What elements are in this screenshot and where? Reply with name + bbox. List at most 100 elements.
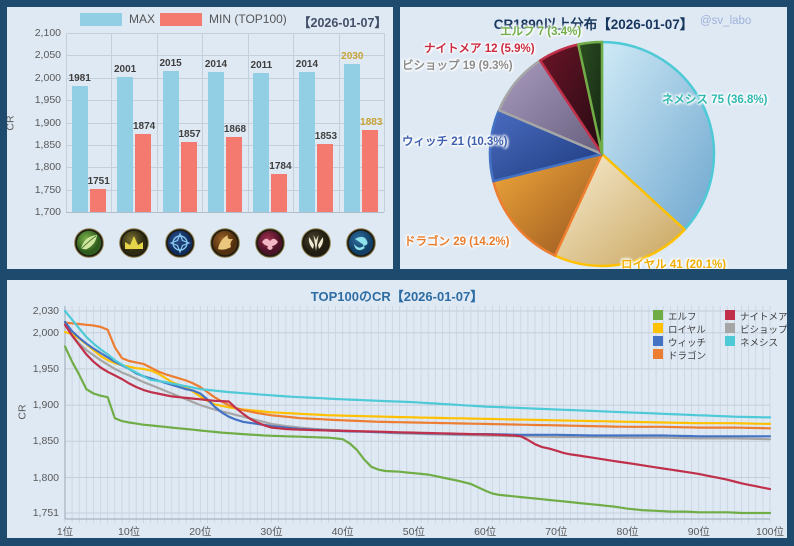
pie-slice-royal bbox=[553, 152, 686, 268]
bar-chart-legend: MAX MIN (TOP100) 【2026-01-07】 bbox=[7, 11, 393, 30]
legend-item-nightmare: ナイトメア bbox=[725, 309, 787, 323]
legend-label-dragon: ドラゴン bbox=[668, 351, 707, 362]
bar-baseline bbox=[66, 212, 384, 213]
line-x-tick: 30位 bbox=[260, 526, 283, 538]
line-x-tick: 1位 bbox=[56, 526, 74, 538]
bar-gridline-v bbox=[384, 33, 385, 212]
bar-gridline bbox=[66, 122, 384, 124]
bar-y-tick: 2,000 bbox=[34, 71, 61, 84]
bar-min-3 bbox=[226, 136, 242, 212]
line-series-nemesis bbox=[63, 309, 772, 419]
bar-max-value: 2014 bbox=[204, 58, 228, 70]
pie-label-elf: エルフ 7 (3.4%) bbox=[500, 26, 582, 38]
pie-label-dragon: ドラゴン 29 (14.2%) bbox=[404, 236, 510, 248]
line-x-tick: 60位 bbox=[474, 526, 497, 538]
bar-max-3 bbox=[208, 71, 224, 212]
pie-label-nightmare: ナイトメア 12 (5.9%) bbox=[424, 43, 535, 55]
line-x-tick: 90位 bbox=[687, 526, 710, 538]
pie-labels: ネメシス 75 (36.8%) ロイヤル 41 (20.1%) ドラゴン 29 (1… bbox=[400, 7, 787, 269]
bar-y-tick: 1,900 bbox=[34, 116, 61, 129]
bar-max-2 bbox=[162, 71, 179, 212]
pie-chart bbox=[488, 40, 716, 268]
watermark: @sv_labo bbox=[700, 15, 752, 27]
bar-gridline bbox=[66, 55, 384, 57]
line-y-tick: 1,800 bbox=[32, 471, 59, 484]
legend-item-royal: ロイヤル bbox=[653, 322, 723, 336]
max-legend-swatch bbox=[80, 13, 122, 26]
bar-min-6 bbox=[362, 130, 379, 212]
bar-y-tick: 2,100 bbox=[34, 27, 61, 39]
bar-max-value: 2015 bbox=[159, 58, 182, 69]
legend-swatch-royal bbox=[653, 323, 663, 333]
legend-label-nightmare: ナイトメア bbox=[740, 312, 787, 323]
bishop-wings-icon bbox=[301, 228, 331, 258]
pie-label-nemesis: ネメシス 75 (36.8%) bbox=[662, 94, 768, 106]
pie-slice-elf bbox=[577, 40, 604, 156]
bar-max-1 bbox=[117, 77, 134, 212]
pie-slice-dragon bbox=[492, 152, 604, 257]
bar-y-tick: 1,950 bbox=[34, 94, 61, 107]
bar-gridline bbox=[66, 167, 384, 169]
bar-min-value: 1784 bbox=[269, 161, 292, 173]
legend-swatch-nemesis bbox=[725, 336, 735, 346]
legend-swatch-witch bbox=[653, 336, 663, 346]
bar-max-4 bbox=[253, 72, 270, 212]
legend-label-witch: ウィッチ bbox=[668, 338, 707, 349]
bar-plot-area: 2,100 2,050 2,000 1,950 1,900 1,850 1,800 1,750… bbox=[7, 7, 393, 269]
line-y-tick: 1,950 bbox=[32, 362, 59, 375]
bar-max-6 bbox=[344, 64, 361, 212]
bar-y-tick: 2,050 bbox=[34, 49, 61, 62]
legend-label-royal: ロイヤル bbox=[668, 325, 706, 336]
bar-min-value: 1883 bbox=[360, 117, 383, 129]
min-legend-label: MIN (TOP100) bbox=[209, 12, 287, 26]
bar-y-tick: 1,800 bbox=[34, 161, 61, 174]
legend-item-elf: エルフ bbox=[653, 309, 723, 323]
legend-item-bishop: ビショップ bbox=[725, 322, 787, 336]
bar-max-value: 2030 bbox=[341, 51, 364, 63]
bar-gridline-v bbox=[202, 33, 204, 212]
bar-gridline bbox=[66, 77, 384, 79]
bar-max-value: 2014 bbox=[295, 58, 319, 70]
pie-label-bishop: ビショップ 19 (9.3%) bbox=[402, 60, 513, 72]
bar-y-tick: 1,700 bbox=[34, 206, 61, 218]
bar-min-4 bbox=[271, 174, 288, 212]
nightmare-bat-icon bbox=[255, 228, 285, 258]
legend-swatch-dragon bbox=[653, 349, 663, 359]
line-series-elf bbox=[63, 345, 772, 515]
line-y-tick: 1,850 bbox=[32, 435, 59, 448]
bar-gridline-v bbox=[293, 33, 295, 212]
bar-gridline-v bbox=[247, 33, 249, 212]
line-series-nightmare bbox=[63, 323, 772, 491]
elf-leaf-icon bbox=[74, 228, 104, 258]
legend-item-nemesis: ネメシス bbox=[725, 335, 787, 349]
pie-slice-witch bbox=[488, 108, 604, 183]
line-x-tick: 40位 bbox=[331, 526, 354, 538]
line-x-tick: 80位 bbox=[616, 526, 639, 538]
line-series-dragon bbox=[63, 321, 772, 430]
legend-swatch-nightmare bbox=[725, 310, 735, 320]
line-x-tick: 10位 bbox=[118, 526, 141, 538]
line-y-tick: 2,030 bbox=[32, 305, 59, 317]
line-y-tick: 1,751 bbox=[32, 507, 59, 519]
legend-label-bishop: ビショップ bbox=[740, 325, 787, 336]
pie-label-royal: ロイヤル 41 (20.1%) bbox=[621, 259, 727, 269]
legend-item-dragon: ドラゴン bbox=[653, 348, 723, 362]
bar-min-5 bbox=[316, 143, 333, 212]
dragon-head-icon bbox=[210, 228, 240, 258]
bar-y-tick: 1,750 bbox=[34, 183, 61, 196]
bar-min-value: 1874 bbox=[132, 121, 156, 133]
pie-chart-title: CR1890以上分布【2026-01-07】 bbox=[493, 17, 694, 32]
royal-crown-icon bbox=[119, 228, 149, 258]
bar-min-value: 1853 bbox=[314, 130, 338, 142]
class-icons-row bbox=[7, 7, 393, 269]
line-chart-panel: TOP100のCR【2026-01-07】 CR 2,030 2,000 1,950… bbox=[7, 280, 787, 538]
pie-chart-panel: CR1890以上分布【2026-01-07】 @sv_labo ネメシス 75 … bbox=[400, 7, 787, 269]
line-x-tick: 50位 bbox=[402, 526, 425, 538]
bar-max-0 bbox=[71, 86, 88, 212]
bar-max-5 bbox=[298, 71, 315, 212]
bar-gridline-v bbox=[66, 33, 67, 212]
line-axis-labels: 2,030 2,000 1,950 1,900 1,850 1,800 1,751 1位 10位… bbox=[7, 280, 787, 538]
line-chart-title: TOP100のCR【2026-01-07】 bbox=[310, 289, 484, 304]
bar-min-0 bbox=[89, 189, 106, 212]
